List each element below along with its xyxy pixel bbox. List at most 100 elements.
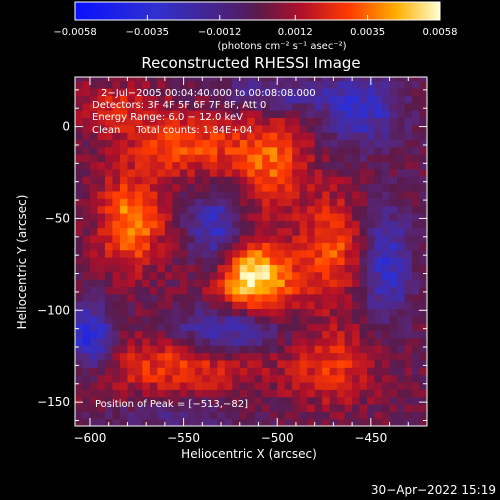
heatmap-cell (89, 117, 99, 126)
heatmap-cell (127, 403, 136, 412)
heatmap-cell (127, 154, 136, 163)
heatmap-cell (322, 88, 331, 96)
heatmap-cell (359, 88, 368, 96)
heatmap-cell (134, 95, 143, 104)
heatmap-cell (112, 389, 121, 398)
heatmap-cell (97, 396, 106, 405)
heatmap-cell (299, 161, 308, 170)
heatmap-cell (344, 139, 353, 148)
heatmap-cell (262, 132, 271, 141)
heatmap-cell (412, 161, 421, 170)
heatmap-cell (344, 95, 353, 104)
heatmap-cell (187, 161, 196, 170)
heatmap-cell (149, 411, 158, 420)
heatmap-cell (314, 315, 323, 324)
heatmap-cell (277, 168, 286, 177)
heatmap-cell (284, 396, 293, 405)
heatmap-cell (397, 271, 406, 280)
heatmap-cell (389, 279, 398, 287)
heatmap-cell (142, 352, 151, 361)
heatmap-cell (82, 146, 91, 155)
heatmap-cell (172, 168, 181, 177)
heatmap-cell (112, 102, 121, 111)
heatmap-cell (329, 374, 338, 383)
heatmap-cell (367, 176, 376, 185)
heatmap-cell (367, 190, 376, 199)
heatmap-cell (202, 403, 211, 412)
heatmap-cell (314, 227, 323, 236)
heatmap-cell (337, 124, 346, 133)
heatmap-cell (352, 161, 361, 170)
y-tick-label: −50 (45, 211, 70, 225)
heatmap-cell (82, 183, 91, 192)
heatmap-cell (277, 374, 286, 383)
heatmap-cell (367, 345, 376, 354)
heatmap-cell (127, 396, 136, 405)
heatmap-cell (142, 271, 151, 280)
heatmap-cell (254, 345, 263, 354)
heatmap-cell (277, 234, 286, 243)
heatmap-cell (359, 271, 368, 280)
heatmap-cell (187, 396, 196, 405)
heatmap-cell (382, 279, 391, 287)
heatmap-cell (187, 352, 196, 361)
heatmap-cell (344, 337, 353, 346)
heatmap-cell (329, 257, 338, 265)
heatmap-cell (127, 359, 136, 368)
heatmap-cell (194, 198, 203, 207)
heatmap-cell (97, 418, 106, 426)
heatmap-cell (119, 205, 129, 214)
heatmap-cell (337, 176, 346, 185)
heatmap-cell (337, 139, 346, 148)
heatmap-cell (127, 308, 136, 317)
heatmap-cell (299, 198, 308, 207)
heatmap-cell (374, 198, 383, 207)
heatmap-cell (89, 80, 99, 89)
heatmap-cell (97, 323, 106, 332)
heatmap-cell (307, 264, 316, 273)
heatmap-cell (104, 367, 114, 376)
heatmap-cell (172, 330, 181, 339)
heatmap-cell (172, 286, 181, 295)
heatmap-cell (307, 374, 316, 383)
heatmap-cell (194, 139, 203, 148)
heatmap-cell (397, 359, 406, 368)
heatmap-cell (269, 242, 278, 251)
heatmap-cell (397, 132, 406, 141)
heatmap-cell (97, 257, 106, 265)
heatmap-cell (397, 286, 406, 295)
heatmap-cell (389, 190, 398, 199)
heatmap-cell (157, 220, 166, 229)
heatmap-cell (142, 124, 151, 133)
heatmap-cell (359, 77, 368, 82)
heatmap-cell (209, 257, 218, 265)
heatmap-cell (97, 286, 106, 295)
heatmap-cell (374, 330, 383, 339)
heatmap-cell (104, 168, 114, 177)
heatmap-cell (89, 301, 99, 310)
heatmap-cell (397, 80, 406, 89)
heatmap-cell (179, 154, 188, 163)
heatmap-cell (254, 293, 263, 302)
heatmap-cell (284, 279, 293, 287)
heatmap-cell (89, 293, 99, 302)
heatmap-cell (104, 389, 114, 398)
heatmap-cell (164, 249, 173, 258)
heatmap-cell (164, 198, 173, 207)
heatmap-cell (322, 389, 331, 398)
heatmap-cell (89, 242, 99, 251)
chart-title: Reconstructed RHESSI Image (141, 54, 360, 72)
heatmap-cell (82, 117, 91, 126)
heatmap-cell (164, 88, 173, 96)
x-axis-ticks: −600 −550 −500 −450 (73, 77, 428, 445)
heatmap-cell (82, 176, 91, 185)
heatmap-cell (329, 293, 338, 302)
heatmap-cell (142, 323, 151, 332)
heatmap-cell (314, 198, 323, 207)
x-tick-label: −450 (354, 431, 387, 445)
heatmap-cell (127, 367, 136, 376)
heatmap-cell (187, 330, 196, 339)
heatmap-cell (82, 124, 91, 133)
heatmap-cell (322, 271, 331, 280)
heatmap-cell (374, 345, 383, 354)
